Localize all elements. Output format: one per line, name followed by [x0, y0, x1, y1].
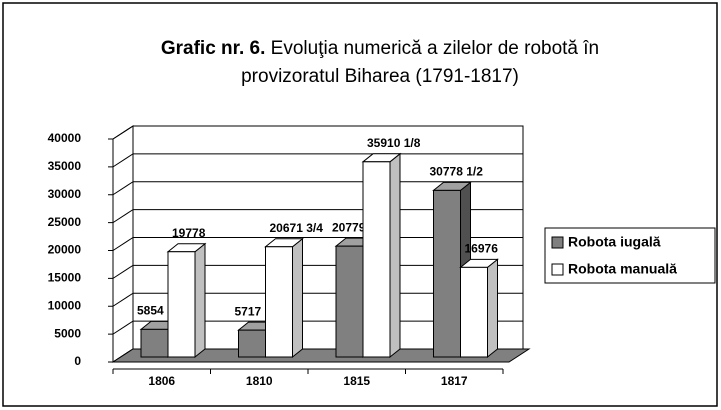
bar	[460, 266, 488, 358]
y-tick-label: 0	[74, 354, 81, 368]
x-tick-label: 1810	[246, 374, 273, 388]
bar	[167, 251, 196, 358]
bar	[140, 328, 169, 358]
bar-side	[194, 242, 206, 359]
bar	[335, 245, 364, 358]
floor	[111, 348, 531, 363]
title-label: Grafic nr. 6.	[161, 38, 266, 59]
y-tick-label: 30000	[48, 187, 82, 201]
legend-label: Robota iugală	[568, 234, 661, 250]
chart-title: Grafic nr. 6. Evoluţia numerică a zilelo…	[161, 38, 599, 59]
legend-swatch	[551, 263, 564, 276]
title-line: Evoluţia numerică a zilelor de robotă în	[271, 38, 599, 59]
x-tick-label: 1817	[441, 374, 468, 388]
value-label: 5717	[235, 304, 262, 318]
value-label: 30778 1/2	[430, 165, 484, 179]
bar	[433, 189, 461, 358]
y-tick-label: 40000	[48, 131, 82, 145]
grid-line	[112, 292, 134, 307]
grid-line	[112, 181, 134, 196]
y-tick-label: 25000	[48, 215, 82, 229]
legend-box	[544, 227, 716, 284]
y-tick-label: 20000	[48, 243, 82, 257]
legend-swatch	[551, 236, 564, 249]
bar-side	[389, 152, 401, 359]
y-tick-label: 5000	[54, 326, 81, 340]
grid-line	[112, 125, 134, 140]
bar-side	[487, 258, 498, 359]
y-tick-label: 15000	[48, 271, 82, 285]
value-label: 19778	[172, 226, 206, 240]
value-label: 20671 3/4	[270, 221, 324, 235]
y-tick-label: 35000	[48, 159, 82, 173]
value-label: 16976	[465, 242, 499, 256]
chart-title: provizoratul Biharea (1791-1817)	[241, 66, 519, 87]
y-tick-label: 10000	[48, 298, 82, 312]
bar	[362, 161, 391, 358]
bar	[265, 246, 293, 358]
grid-line	[112, 320, 134, 335]
value-label: 20779	[332, 220, 366, 234]
grid-line	[112, 209, 134, 224]
x-tick-label: 1806	[148, 374, 175, 388]
value-label: 35910 1/8	[367, 136, 421, 150]
bar-side	[292, 237, 303, 359]
grid-line	[112, 153, 134, 168]
x-tick-label: 1815	[343, 374, 370, 388]
bar	[238, 329, 266, 358]
grid-line	[112, 264, 134, 279]
grid-line	[112, 237, 134, 251]
legend-label: Robota manuală	[568, 261, 677, 277]
